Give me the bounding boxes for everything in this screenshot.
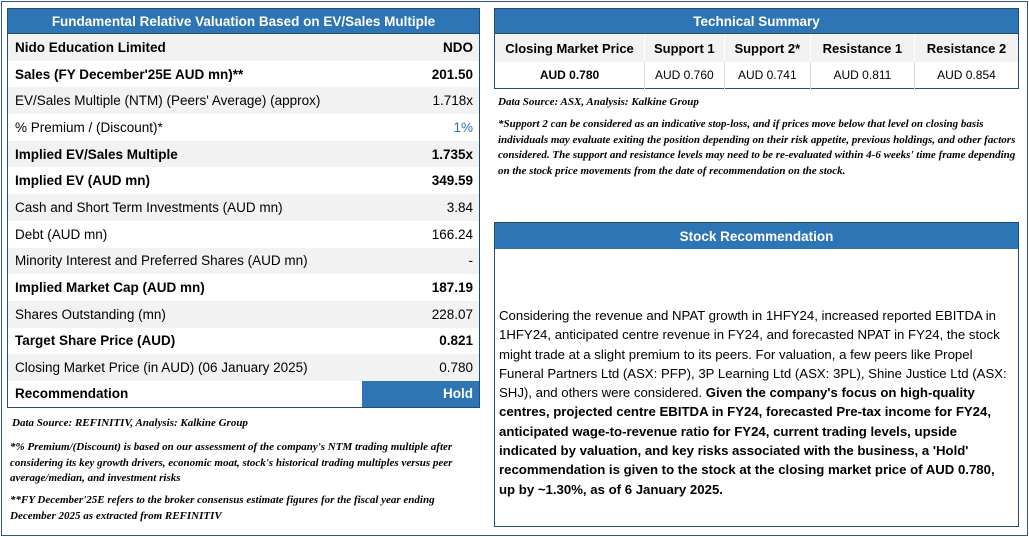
value-closing-price: AUD 0.780 [494,62,645,88]
header-resistance-2: Resistance 2 [914,34,1019,62]
row-value: 349.59 [431,173,473,189]
row-label: % Premium / (Discount)* [15,119,163,135]
valuation-row-implied-multiple: Implied EV/Sales Multiple 1.735x [8,140,479,168]
header-support-2: Support 2* [724,34,811,62]
row-value: 201.50 [431,66,473,82]
valuation-title: Fundamental Relative Valuation Based on … [7,8,480,34]
recommendation-text-bold: Given the company's focus on high-qualit… [499,385,995,497]
recommendation-badge: Hold [362,380,479,407]
row-label: Recommendation [15,386,129,402]
row-value: 166.24 [431,226,473,242]
row-value: 1% [453,119,473,135]
row-value: 1.718x [432,93,473,109]
row-value: 228.07 [431,306,473,322]
premium-footnote: *% Premium/(Discount) is based on our as… [10,441,453,484]
row-value: 0.821 [439,333,473,349]
valuation-row-recommendation: Recommendation Hold [8,380,479,407]
technical-title: Technical Summary [494,8,1019,34]
valuation-row-debt: Debt (AUD mn) 166.24 [8,221,479,248]
valuation-row-implied-ev: Implied EV (AUD mn) 349.59 [8,167,479,194]
valuation-row-ev-sales-multiple: EV/Sales Multiple (NTM) (Peers' Average)… [8,87,479,115]
header-resistance-1: Resistance 1 [810,34,915,62]
value-resistance-2: AUD 0.854 [937,67,996,82]
row-value: 3.84 [446,199,473,215]
technical-table: Closing Market Price Support 1 Support 2… [494,34,1019,89]
row-label: Implied Market Cap (AUD mn) [15,280,205,296]
row-value: 0.780 [439,360,473,376]
row-label: Shares Outstanding (mn) [15,306,166,322]
row-value: - [468,253,474,269]
row-label: EV/Sales Multiple (NTM) (Peers' Average)… [15,93,321,109]
valuation-row-closing-price: Closing Market Price (in AUD) (06 Januar… [8,354,479,381]
header-closing-price: Closing Market Price [494,34,645,62]
recommendation-text: Considering the revenue and NPAT growth … [499,308,1007,401]
row-label: Sales (FY December'25E AUD mn)** [15,66,244,82]
valuation-source: Data Source: REFINITIV, Analysis: Kalkin… [12,417,248,429]
valuation-row-market-cap: Implied Market Cap (AUD mn) 187.19 [8,274,479,301]
value-support-2: AUD 0.741 [724,62,811,88]
row-label: Cash and Short Term Investments (AUD mn) [15,199,283,215]
row-label: Closing Market Price (in AUD) (06 Januar… [15,360,308,376]
value-support-1: AUD 0.760 [644,62,725,88]
valuation-row-cash: Cash and Short Term Investments (AUD mn)… [8,194,479,221]
row-label: Debt (AUD mn) [15,226,108,242]
valuation-row-sales: Sales (FY December'25E AUD mn)** 201.50 [8,61,479,88]
valuation-row-shares: Shares Outstanding (mn) 228.07 [8,300,479,328]
row-value: 1.735x [431,146,473,162]
recommendation-body: Considering the revenue and NPAT growth … [499,306,1014,499]
valuation-row-company: Nido Education Limited NDO [8,34,479,61]
valuation-row-target-price: Target Share Price (AUD) 0.821 [8,328,479,355]
fy-footnote: **FY December'25E refers to the broker c… [10,494,435,522]
row-value: 187.19 [431,280,473,296]
valuation-row-premium: % Premium / (Discount)* 1% [8,114,479,141]
stock-recommendation: Stock Recommendation Considering the rev… [494,222,1019,527]
valuation-table: Fundamental Relative Valuation Based on … [7,8,480,408]
row-label: Nido Education Limited [15,39,166,55]
row-label: Target Share Price (AUD) [15,333,176,349]
row-label: Implied EV (AUD mn) [15,173,151,189]
header-support-1: Support 1 [644,34,725,62]
row-value: NDO [443,39,473,55]
value-resistance-1: AUD 0.811 [810,62,915,88]
recommendation-title: Stock Recommendation [495,223,1018,249]
technical-source: Data Source: ASX, Analysis: Kalkine Grou… [498,96,699,108]
technical-summary: Technical Summary Closing Market Price S… [494,8,1019,89]
row-label: Implied EV/Sales Multiple [15,146,178,162]
row-label: Minority Interest and Preferred Shares (… [15,253,308,269]
valuation-row-minority: Minority Interest and Preferred Shares (… [8,247,479,275]
technical-note: *Support 2 can be considered as an indic… [498,118,1016,177]
